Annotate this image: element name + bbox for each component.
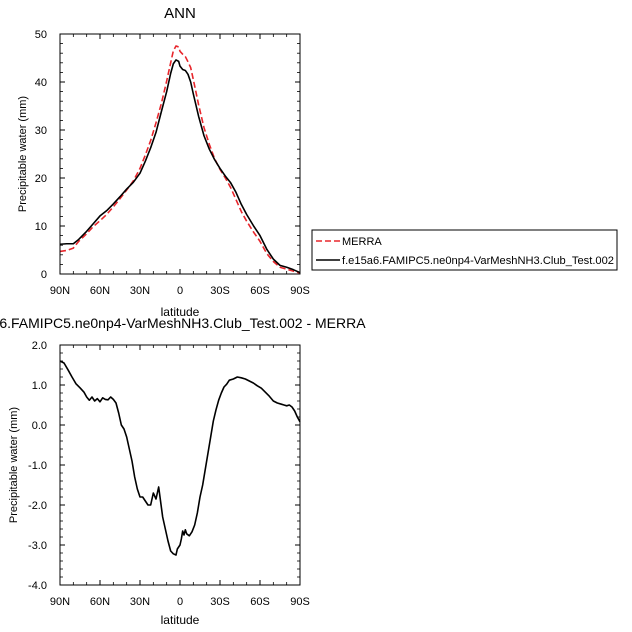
y-axis-ticks: 2.0 1.0 0.0 -1.0 -2.0 -3.0 -4.0 bbox=[28, 340, 300, 592]
x-tick-label: 60S bbox=[250, 285, 270, 297]
series-line-difference bbox=[59, 360, 301, 556]
x-tick-label: 0 bbox=[177, 596, 183, 608]
legend-label-merra: MERRA bbox=[342, 236, 382, 248]
y-tick-label: 2.0 bbox=[32, 340, 47, 352]
data-series bbox=[59, 360, 301, 556]
legend: MERRA f.e15a6.FAMIPC5.ne0np4-VarMeshNH3.… bbox=[311, 229, 618, 271]
y-tick-label: -2.0 bbox=[28, 500, 47, 512]
difference-chart: f.e15a6.FAMIPC5.ne0np4-VarMeshNH3.Club_T… bbox=[0, 315, 366, 627]
data-series bbox=[59, 45, 301, 274]
mean-precipitable-water-chart: ANN 90N 60N 30N 0 30S 60S 90S 0 10 20 30 40 50 lati… bbox=[17, 5, 310, 319]
y-axis-label: Precipitable water (mm) bbox=[17, 96, 29, 212]
y-tick-label: 10 bbox=[35, 221, 47, 233]
x-tick-label: 60S bbox=[250, 596, 270, 608]
x-tick-label: 30N bbox=[130, 285, 150, 297]
plot-frame bbox=[59, 344, 301, 586]
y-tick-label: 0.0 bbox=[32, 420, 47, 432]
x-axis-ticks: 90N 60N 30N 0 30S 60S 90S bbox=[50, 345, 310, 608]
x-tick-label: 90S bbox=[290, 285, 310, 297]
legend-label-model: f.e15a6.FAMIPC5.ne0np4-VarMeshNH3.Club_T… bbox=[342, 255, 614, 267]
y-axis-ticks: 0 10 20 30 40 50 bbox=[35, 29, 300, 281]
y-tick-label: -1.0 bbox=[28, 460, 47, 472]
x-tick-label: 60N bbox=[90, 285, 110, 297]
y-tick-label: 1.0 bbox=[32, 380, 47, 392]
y-tick-label: 50 bbox=[35, 29, 47, 41]
y-axis-label: Precipitable water (mm) bbox=[8, 407, 20, 523]
y-tick-label: 0 bbox=[41, 269, 47, 281]
x-tick-label: 90S bbox=[290, 596, 310, 608]
x-tick-label: 30N bbox=[130, 596, 150, 608]
x-axis-label: latitude bbox=[161, 305, 200, 319]
y-tick-label: 30 bbox=[35, 125, 47, 137]
x-tick-label: 90N bbox=[50, 596, 70, 608]
y-tick-label: 40 bbox=[35, 77, 47, 89]
series-line-merra bbox=[59, 45, 301, 274]
x-tick-label: 30S bbox=[210, 285, 230, 297]
y-tick-label: 20 bbox=[35, 173, 47, 185]
legend-box bbox=[311, 229, 618, 271]
chart-title: f.e15a6.FAMIPC5.ne0np4-VarMeshNH3.Club_T… bbox=[0, 315, 366, 331]
x-tick-label: 60N bbox=[90, 596, 110, 608]
x-axis-ticks: 90N 60N 30N 0 30S 60S 90S bbox=[50, 34, 310, 297]
y-tick-label: -4.0 bbox=[28, 580, 47, 592]
x-tick-label: 90N bbox=[50, 285, 70, 297]
plot-frame bbox=[59, 33, 301, 275]
x-tick-label: 30S bbox=[210, 596, 230, 608]
x-tick-label: 0 bbox=[177, 285, 183, 297]
chart-title: ANN bbox=[164, 5, 196, 22]
series-line-model bbox=[59, 59, 301, 274]
y-tick-label: -3.0 bbox=[28, 540, 47, 552]
x-axis-label: latitude bbox=[161, 613, 200, 627]
